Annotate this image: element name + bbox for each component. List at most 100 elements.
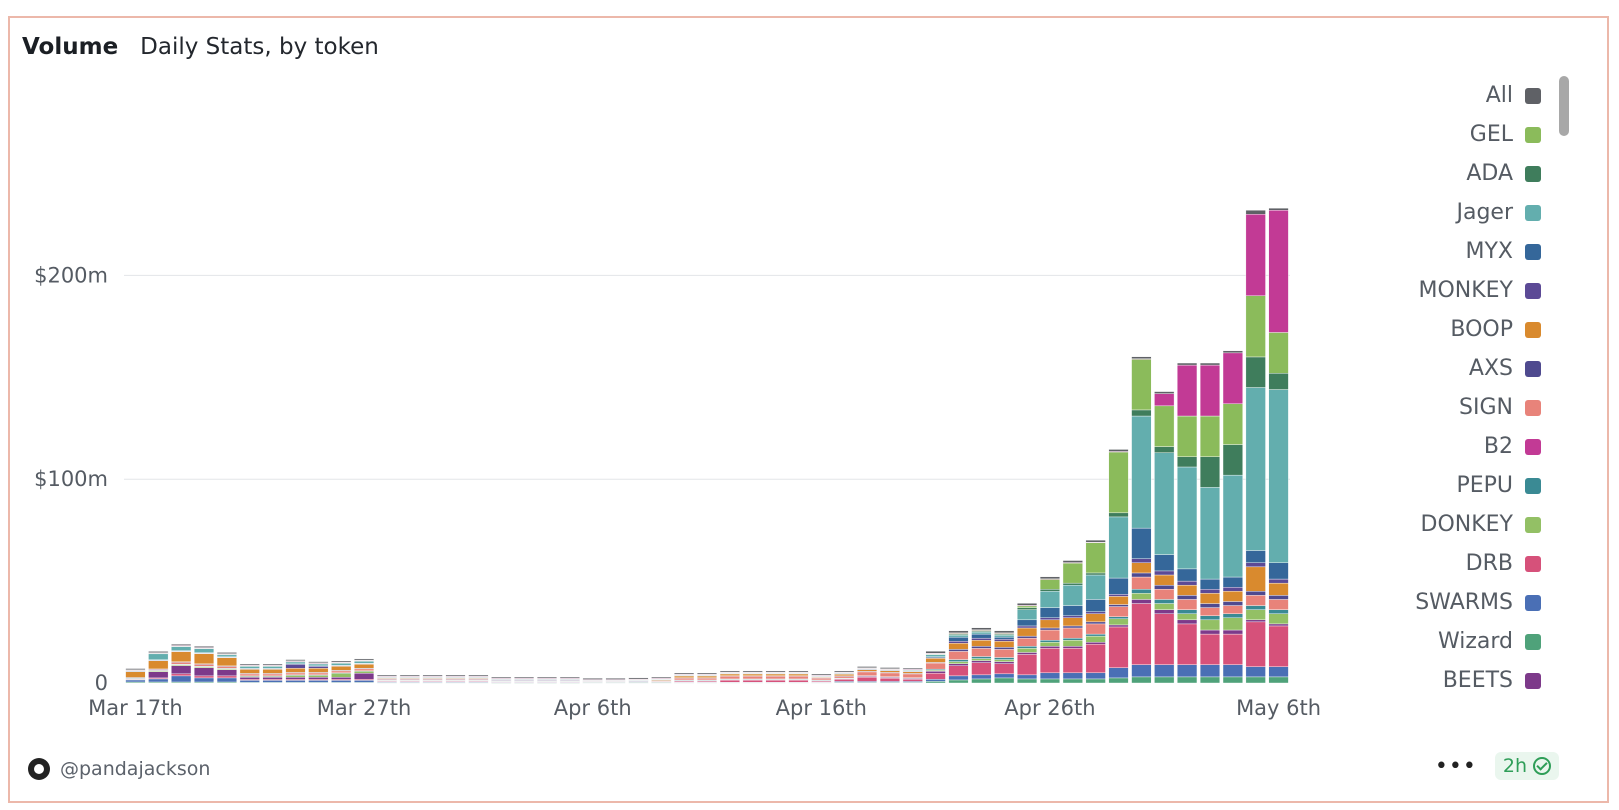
bar-segment-sign xyxy=(1108,606,1129,617)
legend-item-pepu[interactable]: PEPU xyxy=(1281,466,1541,505)
bar-segment-ada xyxy=(1222,444,1243,476)
footer-user[interactable]: @pandajackson xyxy=(28,758,210,780)
username[interactable]: @pandajackson xyxy=(60,758,211,780)
bar-segment-all xyxy=(948,630,969,634)
legend-swatch xyxy=(1525,243,1541,260)
legend-swatch xyxy=(1525,516,1541,533)
bar-segment-all xyxy=(376,674,397,677)
bar-segment-jager xyxy=(1154,452,1175,555)
legend-label: MONKEY xyxy=(1418,278,1513,303)
bar-segment-b2 xyxy=(1222,352,1243,405)
bar-segment-swarms xyxy=(994,673,1015,679)
x-tick-label: Apr 26th xyxy=(1004,696,1095,720)
bar-segment-boop xyxy=(971,640,992,647)
x-tick-label: Mar 17th xyxy=(88,696,183,720)
legend-item-axs[interactable]: AXS xyxy=(1281,349,1541,388)
bar-segment-jager xyxy=(925,654,946,657)
bar-segment-all xyxy=(1017,603,1038,606)
more-options-button[interactable]: ••• xyxy=(1434,753,1477,779)
bar-segment-sign xyxy=(1017,637,1038,647)
legend-item-beets[interactable]: BEETS xyxy=(1281,661,1541,700)
legend-label: All xyxy=(1485,83,1513,108)
legend-item-gel[interactable]: GEL xyxy=(1281,115,1541,154)
legend-item-myx[interactable]: MYX xyxy=(1281,232,1541,271)
bar-segment-jager xyxy=(1131,415,1152,529)
bar-segment-jager xyxy=(1062,584,1083,606)
bar-segment-beets xyxy=(1039,646,1060,649)
bar-segment-all xyxy=(445,674,466,677)
bar-segment-swarms xyxy=(1245,666,1266,678)
legend-item-donkey[interactable]: DONKEY xyxy=(1281,505,1541,544)
bar-segment-drb xyxy=(971,662,992,676)
bar-segment-myx xyxy=(1039,607,1060,618)
bar-segment-jager xyxy=(171,646,192,651)
bar-segment-axs xyxy=(1199,603,1221,608)
bar-segment-axs xyxy=(971,646,992,649)
legend-scrollbar[interactable] xyxy=(1557,76,1571,696)
bar-segment-axs xyxy=(1177,595,1198,600)
bar-segment-beets xyxy=(171,665,192,675)
bar-segment-all xyxy=(1222,350,1243,354)
bar-segment-jager xyxy=(1199,487,1221,580)
bar-segment-all xyxy=(582,678,603,680)
bar-segment-sign xyxy=(879,672,900,677)
freshness-badge: 2h xyxy=(1494,752,1559,780)
bar-segment-all xyxy=(971,627,992,631)
bar-segment-myx xyxy=(994,636,1015,640)
legend-item-swarms[interactable]: SWARMS xyxy=(1281,583,1541,622)
bar-segment-boop xyxy=(262,669,283,674)
bar-segment-monkey xyxy=(1108,594,1129,597)
bar-segment-sign xyxy=(994,649,1015,658)
bar-segment-drb xyxy=(788,679,809,683)
bar-segment-all xyxy=(1085,539,1106,543)
bar-segment-jager xyxy=(1039,591,1060,608)
legend-item-monkey[interactable]: MONKEY xyxy=(1281,271,1541,310)
legend-item-jager[interactable]: Jager xyxy=(1281,193,1541,232)
bar-segment-swarms xyxy=(354,680,375,683)
legend-item-drb[interactable]: DRB xyxy=(1281,544,1541,583)
bar-segment-all xyxy=(628,677,649,680)
bar-segment-myx xyxy=(1222,576,1243,588)
legend-item-all[interactable]: All xyxy=(1281,76,1541,115)
bar-segment-myx xyxy=(1131,527,1152,559)
bar-segment-all xyxy=(171,644,192,646)
bar-segment-wizard xyxy=(1222,676,1243,684)
bar-segment-axs xyxy=(1245,591,1266,596)
bar-segment-myx xyxy=(1017,619,1038,627)
bar-segment-drb xyxy=(1131,603,1152,665)
bar-segment-drb xyxy=(216,675,237,679)
bar-segment-boop xyxy=(994,641,1015,648)
bar-segment-monkey xyxy=(948,641,969,644)
legend-swatch xyxy=(1525,672,1541,689)
legend-label: BOOP xyxy=(1450,317,1513,342)
bar-segment-monkey xyxy=(1039,617,1060,621)
bar-segment-b2 xyxy=(1245,214,1266,296)
bar-segment-jager xyxy=(1177,466,1198,570)
freshness-label: 2h xyxy=(1502,755,1527,777)
bar-segment-swarms xyxy=(216,677,237,683)
bar-segment-monkey xyxy=(1085,611,1106,614)
bar-segment-boop xyxy=(1108,596,1129,605)
bar-segment-all xyxy=(1177,362,1198,366)
bar-segment-gel xyxy=(1177,415,1198,457)
bar-segment-all xyxy=(857,666,878,668)
bar-segment-all xyxy=(354,658,375,661)
y-tick-label: $100m xyxy=(34,467,108,491)
bar-segment-beets xyxy=(354,673,375,680)
bar-segment-ada xyxy=(1154,446,1175,453)
bar-segment-wizard xyxy=(1108,677,1129,684)
bar-segment-swarms xyxy=(1222,664,1243,678)
legend-item-ada[interactable]: ADA xyxy=(1281,154,1541,193)
bar-segment-pepu xyxy=(1039,640,1060,643)
bar-segment-boop xyxy=(1177,584,1198,596)
legend-item-boop[interactable]: BOOP xyxy=(1281,310,1541,349)
bar-segment-all xyxy=(422,674,443,677)
legend-item-b2[interactable]: B2 xyxy=(1281,427,1541,466)
x-tick-label: May 6th xyxy=(1236,696,1321,720)
scrollbar-thumb[interactable] xyxy=(1559,76,1569,136)
legend-item-sign[interactable]: SIGN xyxy=(1281,388,1541,427)
x-tick-label: Apr 16th xyxy=(776,696,867,720)
legend-item-wizard[interactable]: Wizard xyxy=(1281,622,1541,661)
bar-segment-swarms xyxy=(1177,664,1198,678)
bar-segment-pepu xyxy=(1062,637,1083,641)
